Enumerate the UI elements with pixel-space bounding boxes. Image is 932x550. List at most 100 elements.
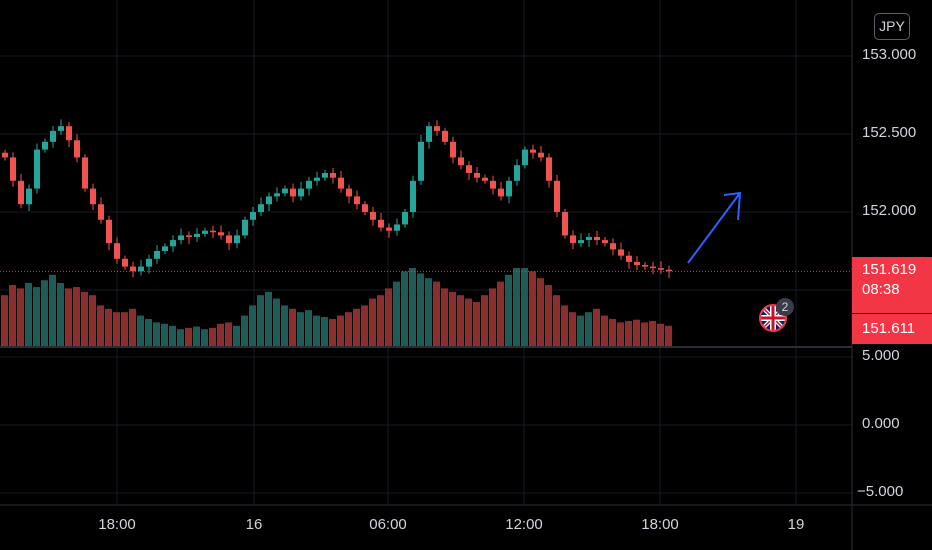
time-tick-label: 18:00 [641, 516, 679, 533]
volume-bar [313, 315, 320, 346]
candle-body [474, 173, 480, 178]
volume-bar [241, 315, 248, 346]
candle-body [666, 269, 672, 272]
volume-bar [177, 329, 184, 346]
candle-body [482, 177, 488, 181]
time-tick-label: 16 [245, 516, 263, 533]
candlestick-series [2, 119, 672, 279]
candle-body [146, 258, 152, 267]
time-tick-label: 12:00 [505, 516, 543, 533]
sma-price-tag: 151.611 [852, 314, 932, 344]
volume-bar [561, 305, 568, 346]
candle-body [554, 180, 560, 212]
candle-body [546, 157, 552, 181]
last-price-value: 151.619 [862, 261, 917, 278]
candle-body [122, 258, 128, 267]
volume-bar [273, 298, 280, 346]
candle-body [170, 240, 176, 247]
volume-bar [481, 295, 488, 346]
volume-bar [353, 308, 360, 346]
arrow-shaft[interactable] [687, 192, 741, 264]
candle-body [402, 212, 408, 225]
volume-bar [49, 274, 56, 346]
candle-body [82, 157, 88, 189]
volume-bar [369, 298, 376, 346]
volume-bar [97, 305, 104, 346]
volume-bar [281, 305, 288, 346]
candle-body [570, 235, 576, 244]
candle-body [522, 149, 528, 166]
candle-body [490, 180, 496, 189]
volume-bar [129, 308, 136, 346]
candle-body [186, 235, 192, 237]
volume-bar [489, 288, 496, 346]
volume-bar [17, 288, 24, 346]
candle-body [498, 188, 504, 197]
candle-body [266, 196, 272, 205]
bar-countdown: 08:38 [862, 281, 900, 298]
candle-body [290, 188, 296, 197]
event-count-badge[interactable]: 2 [776, 298, 794, 316]
volume-bar [161, 323, 168, 346]
candle-body [578, 240, 584, 244]
candle-body [610, 243, 616, 250]
volume-bar [321, 316, 328, 346]
candle-body [338, 177, 344, 189]
candle-body [586, 236, 592, 241]
volume-bar [393, 281, 400, 346]
candle-body [514, 165, 520, 181]
candle-body [650, 266, 656, 269]
candle-body [130, 266, 136, 272]
candle-body [298, 188, 304, 197]
volume-bar [569, 312, 576, 346]
volume-bar [145, 319, 152, 346]
volume-bar [401, 271, 408, 346]
candle-body [66, 126, 72, 141]
candle-body [226, 235, 232, 244]
trend-arrow-drawing[interactable] [687, 191, 742, 264]
volume-bar [585, 312, 592, 346]
volume-bar [521, 268, 528, 346]
volume-bar [105, 308, 112, 346]
volume-bar [505, 274, 512, 346]
candle-body [178, 235, 184, 241]
volume-bar [409, 268, 416, 346]
time-tick-label: 18:00 [98, 516, 136, 533]
volume-bar [593, 308, 600, 346]
candle-body [26, 188, 32, 205]
volume-bar [257, 295, 264, 346]
candle-body [90, 188, 96, 205]
volume-bar [9, 285, 16, 346]
currency-label[interactable]: JPY [874, 13, 910, 40]
candle-body [354, 196, 360, 205]
volume-bar [81, 291, 88, 346]
volume-bar [441, 288, 448, 346]
candle-body [282, 188, 288, 194]
volume-bar [553, 295, 560, 346]
volume-bar [289, 308, 296, 346]
volume-bar [57, 282, 64, 346]
volume-bar [337, 315, 344, 346]
volume-bars [1, 268, 672, 346]
volume-bar [265, 291, 272, 346]
candle-body [42, 141, 48, 150]
volume-bar [665, 325, 672, 346]
candle-body [658, 268, 664, 270]
candle-body [562, 212, 568, 236]
candle-body [106, 219, 112, 244]
volume-bar [609, 319, 616, 346]
volume-bar [153, 322, 160, 346]
arrow-head[interactable] [723, 191, 742, 221]
time-tick-label: 19 [787, 516, 805, 533]
volume-bar [33, 287, 40, 346]
volume-bar [233, 325, 240, 346]
volume-bar [513, 268, 520, 346]
volume-bar [113, 312, 120, 346]
candle-body [346, 188, 352, 197]
volume-bar [385, 288, 392, 346]
volume-bar [377, 295, 384, 346]
price-tick-label: 152.000 [862, 202, 917, 219]
volume-bar [361, 305, 368, 346]
volume-bar [497, 281, 504, 346]
